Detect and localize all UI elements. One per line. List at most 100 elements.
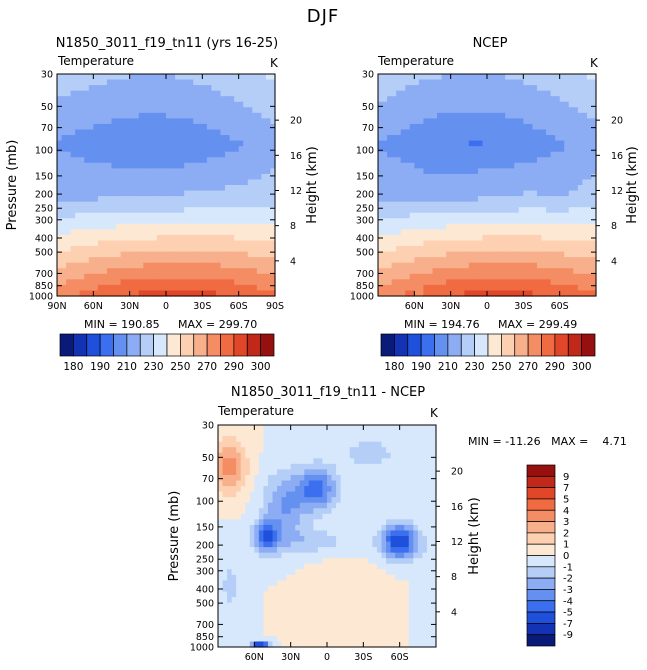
diff-cell — [426, 463, 433, 470]
model-cell — [215, 151, 222, 158]
ncep-cell — [432, 173, 438, 181]
ncep-cell — [564, 140, 570, 147]
ncep-cell — [582, 251, 588, 258]
ncep-cell — [527, 218, 534, 225]
ncep-cell — [532, 290, 538, 297]
ncep-cell — [582, 168, 588, 175]
ncep-cell — [541, 262, 547, 269]
ncep-cell — [532, 140, 538, 147]
model-cell — [57, 162, 63, 169]
ncep-cell — [455, 101, 461, 108]
diff-cell — [376, 463, 383, 470]
diff-cell — [422, 430, 428, 437]
ncep-cell — [523, 79, 529, 86]
model-cell — [93, 151, 99, 158]
ncep-cell — [555, 151, 561, 158]
ncep-cell — [573, 168, 579, 175]
model-cell — [206, 201, 213, 208]
ncep-cell — [396, 257, 402, 264]
model-cell — [70, 212, 76, 219]
ncep-cell — [418, 118, 425, 125]
ncep-cell — [450, 96, 456, 103]
model-cell — [247, 284, 253, 292]
diff-cell — [431, 463, 437, 470]
model-cell — [270, 179, 276, 186]
ncep-cell — [564, 129, 570, 136]
ncep-cell — [468, 112, 474, 119]
model-cell — [270, 79, 276, 86]
diff-cell — [336, 524, 342, 532]
ncep-cell — [409, 135, 415, 142]
ncep-cell — [400, 96, 406, 103]
diff-cell — [363, 480, 369, 487]
ncep-cell — [536, 157, 543, 164]
ncep-cell — [546, 251, 552, 258]
ncep-cell — [459, 112, 465, 119]
diff-cell — [245, 447, 251, 454]
model-cell — [147, 257, 153, 264]
model-cell — [234, 74, 240, 81]
model-cell — [188, 212, 194, 219]
ncep-cell — [418, 196, 425, 203]
model-cell — [166, 135, 172, 142]
model-cell — [206, 290, 213, 297]
model-cell — [84, 229, 90, 236]
ncep-cell — [464, 74, 470, 81]
model-cell — [120, 85, 126, 92]
ncep-cell — [523, 74, 529, 81]
model-cell — [93, 196, 99, 203]
model-cell — [206, 207, 213, 214]
ncep-cell — [505, 223, 511, 230]
diff-cell — [295, 463, 301, 470]
diff-cell — [245, 430, 251, 437]
ncep-cell — [555, 234, 561, 242]
ncep-cell — [378, 74, 384, 81]
model-cell — [125, 207, 131, 214]
model-cell — [265, 218, 272, 225]
model-cell — [97, 251, 104, 258]
colorbar-box — [126, 333, 141, 357]
model-cell — [211, 257, 217, 264]
ncep-cell — [514, 74, 520, 81]
ncep-cell — [487, 190, 493, 197]
ncep-cell — [405, 212, 411, 219]
ncep-cell — [427, 140, 434, 147]
model-cell — [247, 179, 253, 186]
ncep-cell — [482, 185, 488, 192]
diff-cell — [286, 486, 292, 493]
model-cell — [129, 218, 135, 225]
model-cell — [79, 162, 85, 169]
model-cell — [175, 290, 181, 297]
ncep-cell — [559, 90, 565, 97]
diff-cell — [254, 463, 260, 470]
ncep-cell — [400, 262, 406, 269]
model-cell — [234, 179, 240, 186]
model-cell — [111, 190, 117, 197]
ncep-cell — [405, 201, 411, 208]
model-cell — [70, 173, 76, 181]
diff-cell — [336, 486, 342, 493]
diff-cell — [381, 497, 387, 504]
ncep-cell — [577, 268, 583, 275]
model-cell — [161, 140, 167, 147]
ncep-cell — [536, 140, 543, 147]
model-cell — [147, 135, 153, 142]
ncep-cell — [400, 140, 406, 147]
ncep-cell — [414, 129, 420, 136]
diff-cell — [386, 430, 392, 437]
ncep-cell — [550, 157, 556, 164]
model-cell — [97, 135, 104, 142]
diff-cell — [249, 463, 255, 470]
ncep-cell — [536, 185, 543, 192]
model-cell — [188, 240, 194, 247]
ncep-cell — [405, 196, 411, 203]
diff-cell — [381, 425, 387, 432]
ncep-cell — [591, 246, 597, 253]
model-cell — [166, 79, 172, 86]
ncep-cell — [382, 262, 388, 269]
model-cell — [179, 112, 185, 119]
diff-cell — [322, 441, 328, 448]
diff-cell — [422, 452, 428, 459]
ncep-cell — [541, 90, 547, 97]
diff-cell — [386, 497, 392, 504]
